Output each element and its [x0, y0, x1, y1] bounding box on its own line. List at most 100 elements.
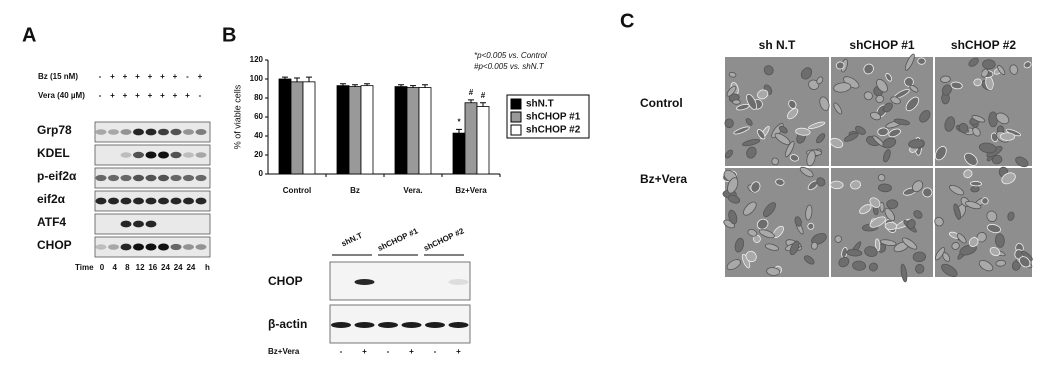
cell [789, 240, 800, 256]
band [170, 174, 182, 182]
cell [959, 122, 969, 134]
band [331, 322, 351, 328]
sign: + [123, 91, 128, 100]
cell [795, 127, 811, 136]
sign: + [173, 91, 178, 100]
cell [877, 174, 886, 182]
cell [756, 129, 766, 140]
panel-label: A [22, 24, 36, 46]
sign: + [173, 72, 178, 81]
cell [750, 181, 761, 193]
x-tick-label: Vera. [403, 186, 422, 195]
cell [919, 110, 931, 123]
band [158, 151, 169, 159]
band [133, 151, 144, 159]
band [170, 243, 182, 251]
cell [912, 180, 924, 193]
cell [981, 197, 989, 205]
cell [888, 128, 901, 138]
cell [787, 108, 799, 120]
error-bar [282, 76, 288, 79]
sign: + [198, 72, 203, 81]
band [95, 197, 107, 205]
band [170, 128, 182, 136]
cell [728, 71, 737, 78]
sign: - [99, 72, 102, 81]
cell [843, 132, 859, 142]
y-tick-label: 60 [254, 112, 263, 121]
cell [995, 259, 1006, 267]
time-label: Time [75, 263, 94, 272]
band [133, 174, 144, 182]
cell [944, 116, 956, 132]
band [108, 244, 119, 250]
cell [886, 199, 899, 210]
bar [418, 87, 432, 175]
cell [859, 204, 872, 215]
cell [734, 237, 745, 253]
cell [884, 221, 898, 231]
band [183, 244, 194, 250]
band [145, 174, 157, 182]
cell [833, 102, 843, 115]
y-tick-label: 120 [250, 55, 264, 64]
time: 24 [174, 263, 183, 272]
cell [885, 73, 893, 82]
band [120, 220, 132, 228]
cell [727, 177, 739, 194]
x-tick-label: Bz+Vera [455, 186, 487, 195]
cell [982, 59, 996, 70]
cell [908, 139, 925, 149]
blot-label: Grp78 [37, 123, 72, 137]
panel-label: C [620, 10, 634, 32]
band [120, 174, 132, 182]
cell [902, 237, 918, 250]
cell [833, 82, 852, 93]
cell [934, 216, 944, 227]
cell [771, 157, 779, 166]
cell [834, 235, 843, 243]
cell [733, 126, 750, 135]
cell [746, 146, 757, 159]
legend-label: shCHOP #2 [526, 125, 581, 136]
cell [988, 111, 998, 128]
cell [816, 76, 824, 85]
band [425, 322, 445, 328]
band [145, 128, 157, 136]
cell [877, 183, 892, 193]
cell [747, 228, 758, 237]
cell [726, 259, 741, 271]
cell [900, 263, 908, 283]
cell [904, 77, 914, 87]
cell [951, 242, 960, 250]
cell [810, 241, 818, 250]
cell [965, 200, 982, 210]
cell [1001, 172, 1016, 185]
error-bar [352, 84, 358, 87]
band [145, 243, 157, 251]
treatment-label: Bz (15 nM) [38, 72, 78, 81]
x-tick-label: Control [283, 186, 311, 195]
blot-label: eif2α [37, 192, 66, 206]
cell [941, 263, 958, 277]
legend-label: shCHOP #1 [526, 112, 581, 123]
cell [850, 180, 862, 190]
error-bar [364, 83, 370, 86]
cell [863, 91, 873, 101]
error-bar [410, 85, 416, 88]
band [145, 197, 157, 205]
bar [476, 106, 490, 175]
cell [766, 267, 781, 276]
row-label: Control [640, 96, 683, 110]
sign: + [110, 72, 115, 81]
cell [953, 203, 961, 220]
blot [329, 304, 471, 344]
band [195, 197, 207, 205]
sign: + [185, 91, 190, 100]
sign: - [199, 91, 202, 100]
cell [764, 243, 779, 251]
sign: + [456, 347, 461, 356]
error-bar [456, 128, 462, 134]
legend-swatch [510, 124, 522, 136]
cell [971, 115, 986, 123]
